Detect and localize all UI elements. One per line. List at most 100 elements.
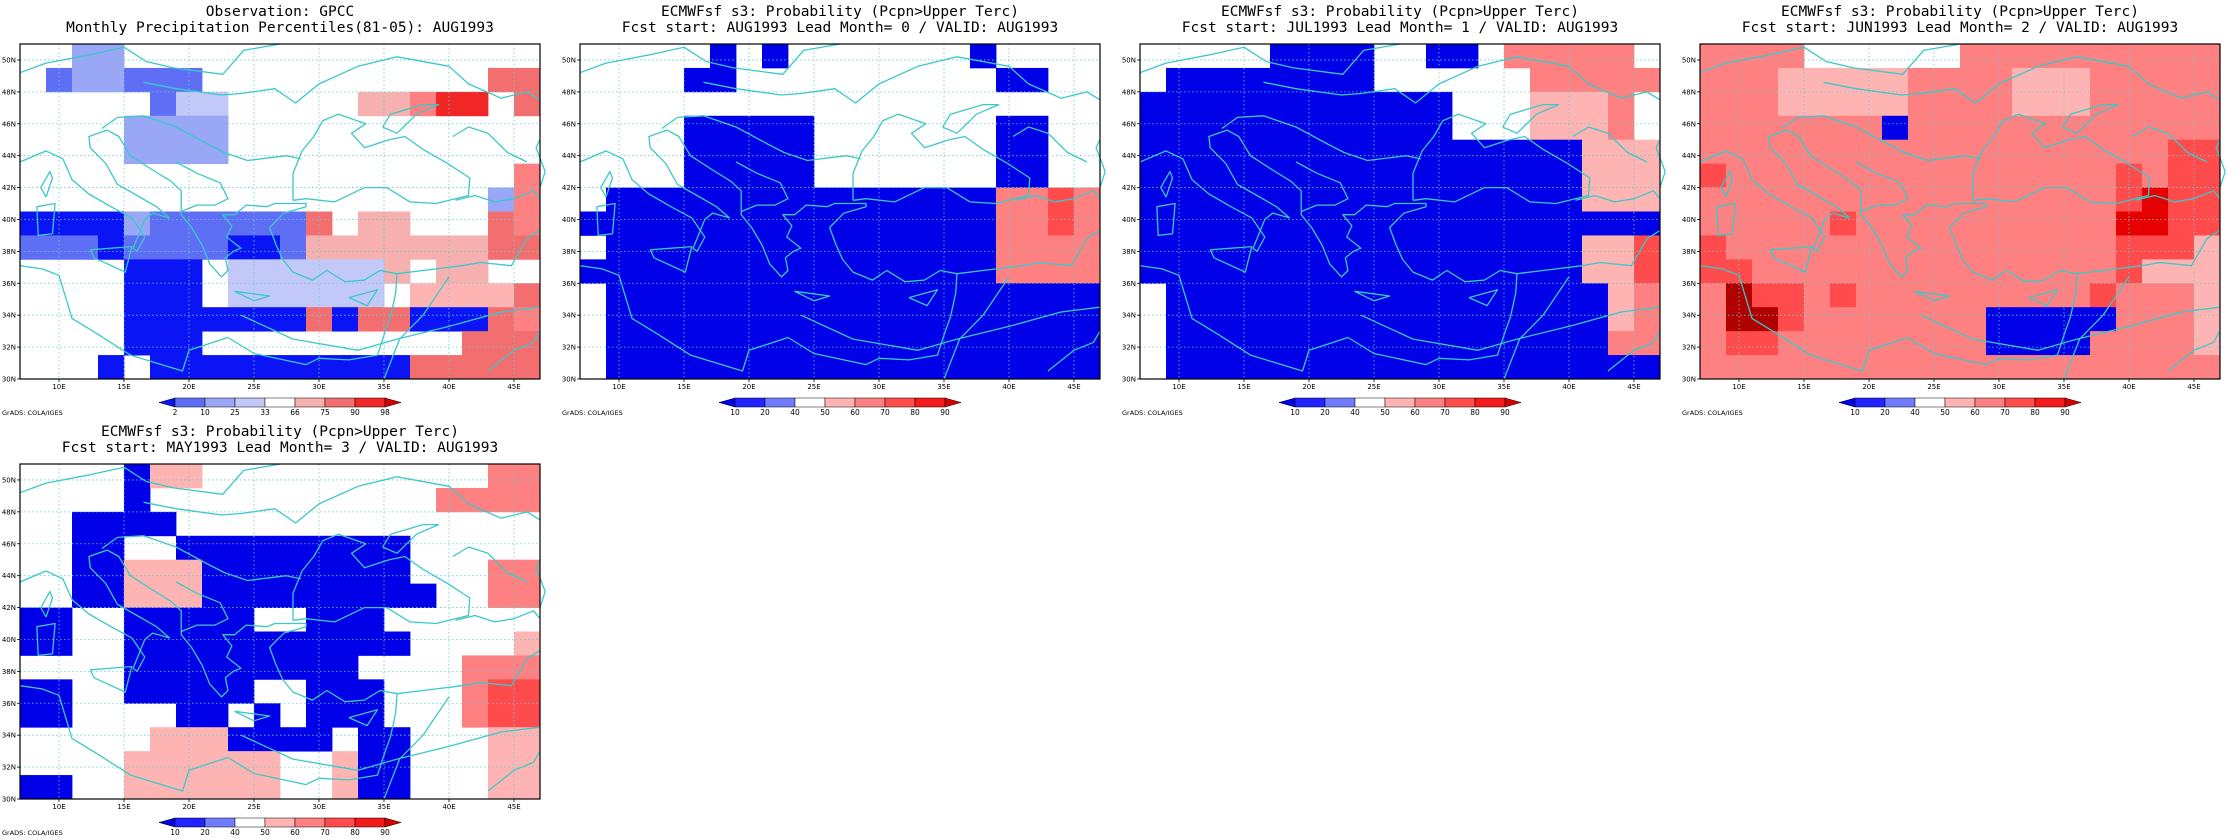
grid-cell xyxy=(98,583,125,608)
grid-cell xyxy=(176,727,203,752)
grid-cell xyxy=(1882,259,1909,284)
grid-cell xyxy=(2142,139,2169,165)
coastline xyxy=(1607,330,1661,372)
grid-cell xyxy=(1140,187,1167,212)
grid-cell xyxy=(710,211,737,236)
colorbar-label: 50 xyxy=(260,828,270,837)
coastline xyxy=(1412,113,1591,205)
grid-cell xyxy=(20,679,47,704)
grid-cell xyxy=(488,487,515,513)
grid-cell xyxy=(1322,307,1349,332)
grid-cell xyxy=(72,235,99,260)
grid-cell xyxy=(996,211,1023,236)
grid-cell xyxy=(384,727,411,752)
grid-cell xyxy=(2194,331,2221,356)
grid-cell xyxy=(710,187,737,212)
coastline xyxy=(240,306,541,351)
grid-cell xyxy=(488,283,515,308)
grid-cell xyxy=(46,703,73,728)
lon-tick-label: 45E xyxy=(507,803,520,811)
coastline xyxy=(1914,290,1951,302)
grid-cell xyxy=(2116,355,2143,380)
grid-cell xyxy=(1726,331,1753,356)
lat-tick-label: 36N xyxy=(2,280,16,288)
grid-cell xyxy=(1374,331,1401,356)
grid-cell xyxy=(1752,283,1779,308)
colorbar-label: 10 xyxy=(1290,408,1300,417)
grid-cell xyxy=(2090,283,2117,308)
grid-cell xyxy=(1048,235,1075,260)
coastline xyxy=(19,129,398,372)
grid-cell xyxy=(254,631,281,656)
lat-tick-label: 32N xyxy=(2,764,16,772)
grid-cell xyxy=(410,307,437,332)
lon-axis: 10E 15E 20E 25E 30E 35E 40E 45E xyxy=(612,379,1081,391)
grid-cell xyxy=(2142,283,2169,308)
grid-cell xyxy=(2194,163,2221,188)
grid-cell xyxy=(658,355,685,380)
grid-cell xyxy=(866,283,893,308)
grid-cell xyxy=(1270,331,1297,356)
grid-cell xyxy=(1634,259,1661,284)
lon-tick-label: 40E xyxy=(442,803,455,811)
grid-cell xyxy=(1218,259,1245,284)
grid-cell xyxy=(996,355,1023,380)
grads-credit: GrADS: COLA/IGES xyxy=(2,829,63,837)
lat-tick-label: 48N xyxy=(1682,88,1696,96)
grid-cell xyxy=(2038,44,2065,69)
grid-cell xyxy=(1934,115,1961,141)
lon-tick-label: 40E xyxy=(1562,383,1575,391)
colorbar-label: 60 xyxy=(1410,408,1420,417)
coastline xyxy=(487,750,541,792)
grid-cell xyxy=(1634,187,1661,212)
grid-cell xyxy=(228,259,255,284)
grid-cell xyxy=(1960,307,1987,332)
grid-cell xyxy=(1426,307,1453,332)
precip-map-chart: ECMWFsf s3: Probability (Pcpn>Upper Terc… xyxy=(1122,4,1666,417)
grid-cell xyxy=(1752,355,1779,380)
grid-cell xyxy=(1530,163,1557,188)
grads-credit: GrADS: COLA/IGES xyxy=(562,409,623,417)
coastline xyxy=(383,276,450,380)
coastline xyxy=(794,290,831,302)
coastline xyxy=(292,533,471,625)
grid-cell xyxy=(150,559,177,585)
coastline xyxy=(579,129,958,372)
grid-cell xyxy=(970,44,997,69)
grid-cell xyxy=(1140,163,1167,188)
colorbar-label: 70 xyxy=(2000,408,2010,417)
grid-cell xyxy=(176,139,203,165)
grid-cell xyxy=(124,307,151,332)
grid-cell xyxy=(1582,211,1609,236)
grid-cell xyxy=(514,751,541,776)
grid-cell xyxy=(1830,91,1857,117)
grid-cell xyxy=(410,583,437,608)
colorbar-label: 70 xyxy=(880,408,890,417)
grid-cell xyxy=(1986,139,2013,165)
lon-tick-label: 45E xyxy=(507,383,520,391)
grid-cell xyxy=(1960,283,1987,308)
grid-cell xyxy=(1166,355,1193,380)
grid-cell xyxy=(280,535,307,561)
grid-cell xyxy=(1048,331,1075,356)
grid-cell xyxy=(970,283,997,308)
lat-tick-label: 42N xyxy=(2,184,16,192)
grid-cell xyxy=(684,115,711,141)
colorbar-label: 90 xyxy=(940,408,950,417)
grid-cell xyxy=(1530,235,1557,260)
grid-cell xyxy=(1452,163,1479,188)
coastline xyxy=(1716,202,1736,237)
coastline xyxy=(36,622,56,657)
lon-tick-label: 30E xyxy=(1992,383,2005,391)
grid-cell xyxy=(1074,331,1101,356)
grid-cell xyxy=(1192,91,1219,117)
grid-cell xyxy=(72,67,99,93)
coastline xyxy=(2063,276,2130,380)
colorbar-label: 90 xyxy=(1500,408,1510,417)
grid-cell xyxy=(788,211,815,236)
grid-cell xyxy=(384,535,411,561)
lon-tick-label: 40E xyxy=(1002,383,1015,391)
grid-cell xyxy=(1348,91,1375,117)
grid-cell xyxy=(1452,187,1479,212)
grid-cell xyxy=(2038,91,2065,117)
